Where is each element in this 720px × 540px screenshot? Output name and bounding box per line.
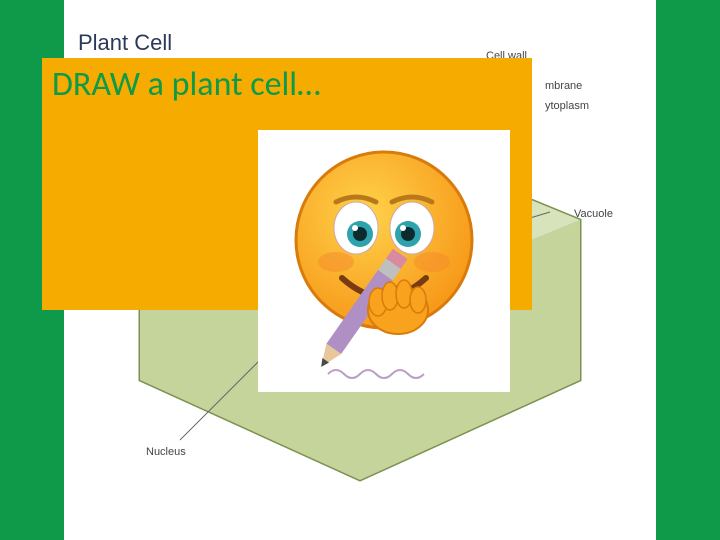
diagram-label: ytoplasm	[545, 100, 589, 112]
emoji-hand	[368, 280, 428, 334]
diagram-label: mbrane	[545, 80, 582, 92]
overlay-title: DRAW a plant cell…	[52, 64, 321, 105]
slide-frame: Plant Cell Cell wallmbraneytoplasmVacuol…	[0, 0, 720, 540]
diagram-label: Vacuole	[574, 208, 613, 220]
emoji-panel	[258, 130, 510, 392]
diagram-title: Plant Cell	[78, 30, 172, 56]
scribble-line	[328, 370, 424, 378]
diagram-label: Nucleus	[146, 446, 186, 458]
emoji-writing-icon	[258, 130, 510, 392]
